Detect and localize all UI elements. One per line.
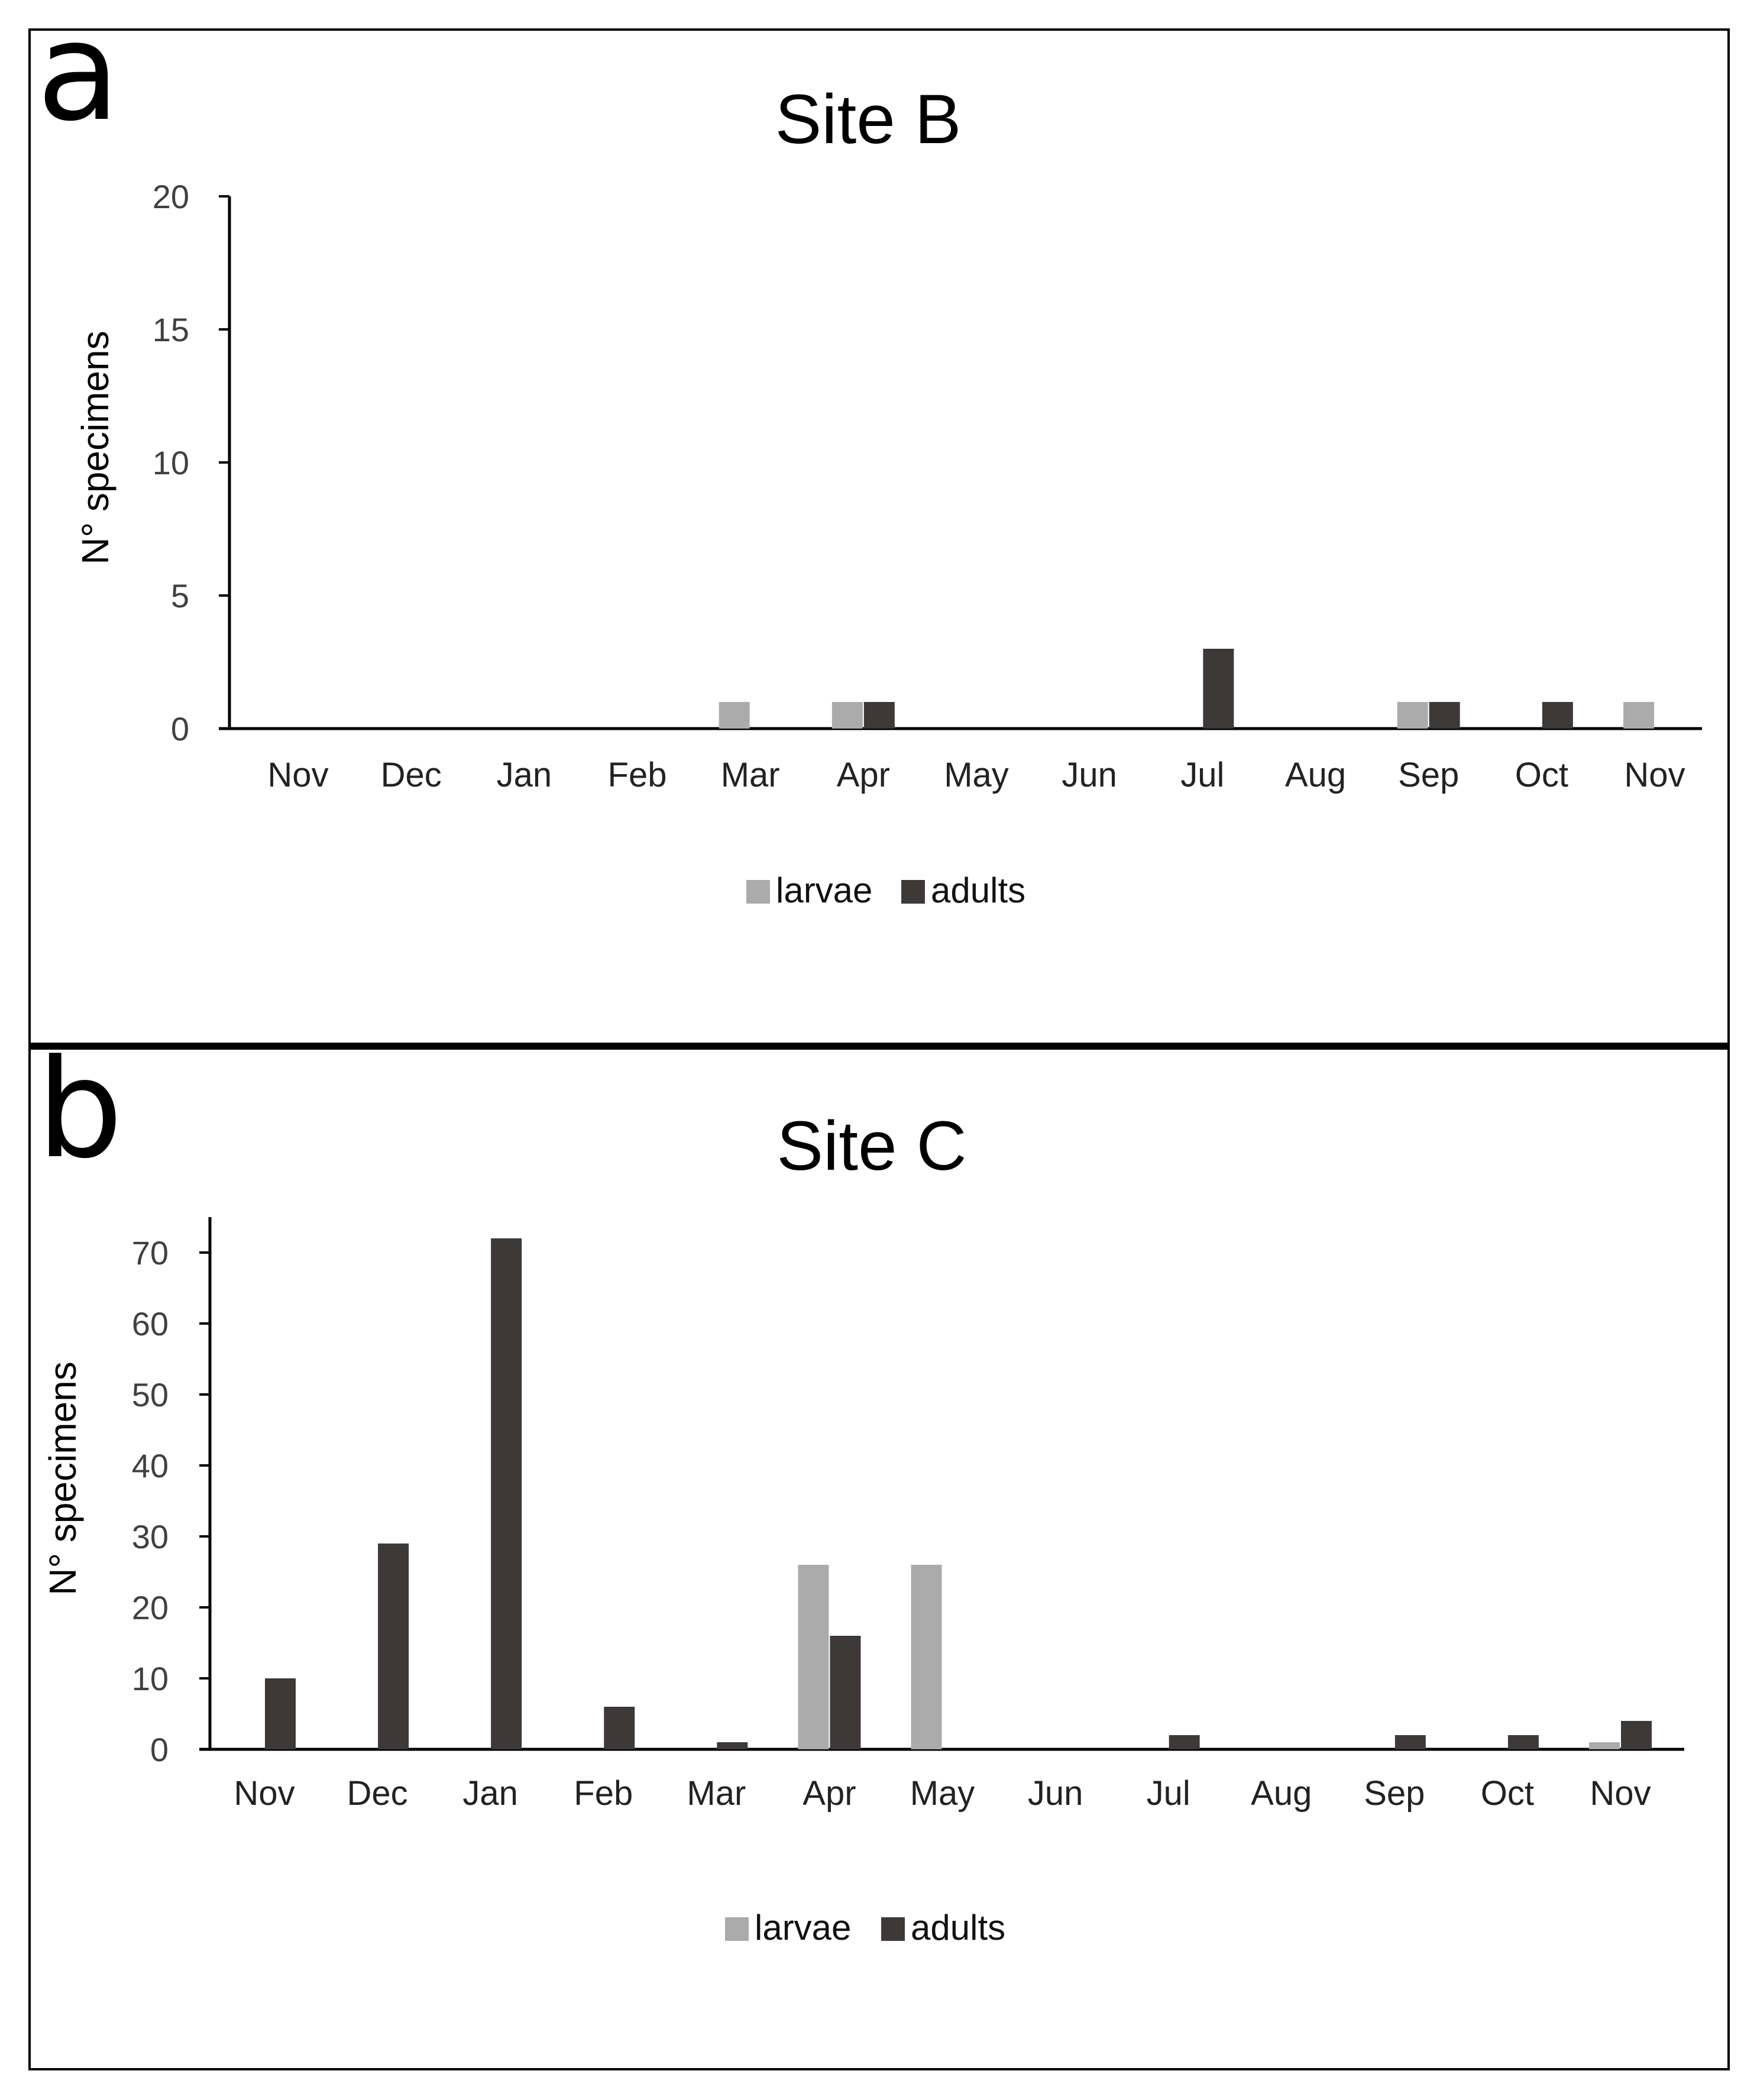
panel-letter-a: a: [37, 0, 120, 151]
bar-larvae: [798, 1565, 829, 1749]
x-tick-label: Jan: [497, 756, 552, 794]
x-tick-label: Mar: [687, 1774, 746, 1813]
bar-adults: [830, 1636, 861, 1749]
y-tick-label: 50: [132, 1376, 169, 1413]
bar-adults: [1394, 1735, 1426, 1749]
legend-swatch-larvae: [746, 880, 770, 904]
y-tick-label: 5: [171, 577, 189, 614]
x-tick-label: Jun: [1028, 1774, 1083, 1813]
y-tick-label: 40: [132, 1447, 169, 1484]
y-tick-label: 30: [132, 1518, 169, 1555]
x-tick-label: Nov: [1624, 756, 1685, 794]
bar-adults: [1507, 1735, 1539, 1749]
x-tick-label: Aug: [1285, 756, 1346, 794]
panel-letter-b: b: [37, 1031, 123, 1189]
y-tick-label: 15: [153, 311, 189, 348]
bar-larvae: [911, 1565, 942, 1749]
y-axis-label: N° specimens: [41, 1361, 84, 1596]
x-tick-label: Aug: [1251, 1774, 1312, 1813]
x-tick-label: Oct: [1515, 756, 1568, 794]
x-tick-label: Jul: [1180, 756, 1224, 794]
legend-label-larvae: larvae: [776, 871, 872, 910]
legend-swatch-larvae: [725, 1917, 749, 1941]
legend-label-adults: adults: [931, 871, 1025, 910]
site-b-chart: Site B 0 5 10 15 20 N° specimens Nov Dec Jan Feb Ma…: [74, 80, 1702, 910]
y-tick-label: 20: [132, 1589, 169, 1626]
x-tick-label: Sep: [1364, 1774, 1425, 1813]
x-tick-label: Nov: [234, 1774, 295, 1813]
chart-title: Site B: [775, 80, 962, 158]
bar-adults: [265, 1678, 296, 1749]
x-tick-label: May: [910, 1774, 975, 1813]
x-tick-label: Nov: [1590, 1774, 1651, 1813]
x-tick-label: Mar: [721, 756, 780, 794]
x-tick-label: Oct: [1481, 1774, 1534, 1813]
chart-title: Site C: [776, 1107, 966, 1185]
y-tick-label: 0: [150, 1731, 169, 1768]
legend-swatch-adults: [901, 880, 925, 904]
bar-adults: [1542, 702, 1573, 729]
y-tick-label: 20: [153, 178, 189, 215]
bar-adults: [604, 1707, 635, 1749]
bar-adults: [1429, 702, 1460, 729]
bar-adults: [1621, 1721, 1652, 1749]
panel-divider: [28, 1043, 1730, 1050]
bar-adults: [1169, 1735, 1200, 1749]
x-tick-label: Dec: [381, 756, 442, 794]
y-tick-label: 0: [171, 710, 189, 748]
bar-adults: [863, 702, 895, 729]
x-tick-label: May: [944, 756, 1009, 794]
x-tick-label: Dec: [347, 1774, 408, 1813]
x-tick-label: Apr: [803, 1774, 856, 1813]
legend-label-larvae: larvae: [755, 1908, 851, 1947]
bar-larvae: [1397, 702, 1428, 729]
x-tick-label: Feb: [574, 1774, 633, 1813]
bar-adults: [378, 1544, 409, 1749]
bar-larvae: [719, 702, 750, 729]
x-tick-label: Jun: [1062, 756, 1117, 794]
x-tick-label: Apr: [837, 756, 890, 794]
bar-adults: [491, 1238, 522, 1749]
bar-adults: [717, 1742, 748, 1749]
legend-swatch-adults: [881, 1917, 905, 1941]
legend-label-adults: adults: [911, 1908, 1005, 1947]
bar-larvae: [1589, 1742, 1620, 1749]
y-tick-label: 70: [132, 1234, 169, 1271]
x-tick-label: Jul: [1147, 1774, 1190, 1813]
y-axis-label: N° specimens: [74, 331, 117, 565]
x-tick-label: Jan: [462, 1774, 518, 1813]
y-tick-label: 10: [153, 444, 189, 481]
x-tick-label: Nov: [267, 756, 328, 794]
x-tick-label: Feb: [608, 756, 667, 794]
y-tick-label: 60: [132, 1305, 169, 1342]
site-c-chart: Site C 0 10 20 30 40 50 60 70 N° specimens Nov Dec J…: [41, 1107, 1684, 1947]
bar-larvae: [831, 702, 863, 729]
bar-adults: [1203, 649, 1234, 729]
bar-larvae: [1623, 702, 1654, 729]
x-tick-label: Sep: [1398, 756, 1459, 794]
y-tick-label: 10: [132, 1660, 169, 1697]
